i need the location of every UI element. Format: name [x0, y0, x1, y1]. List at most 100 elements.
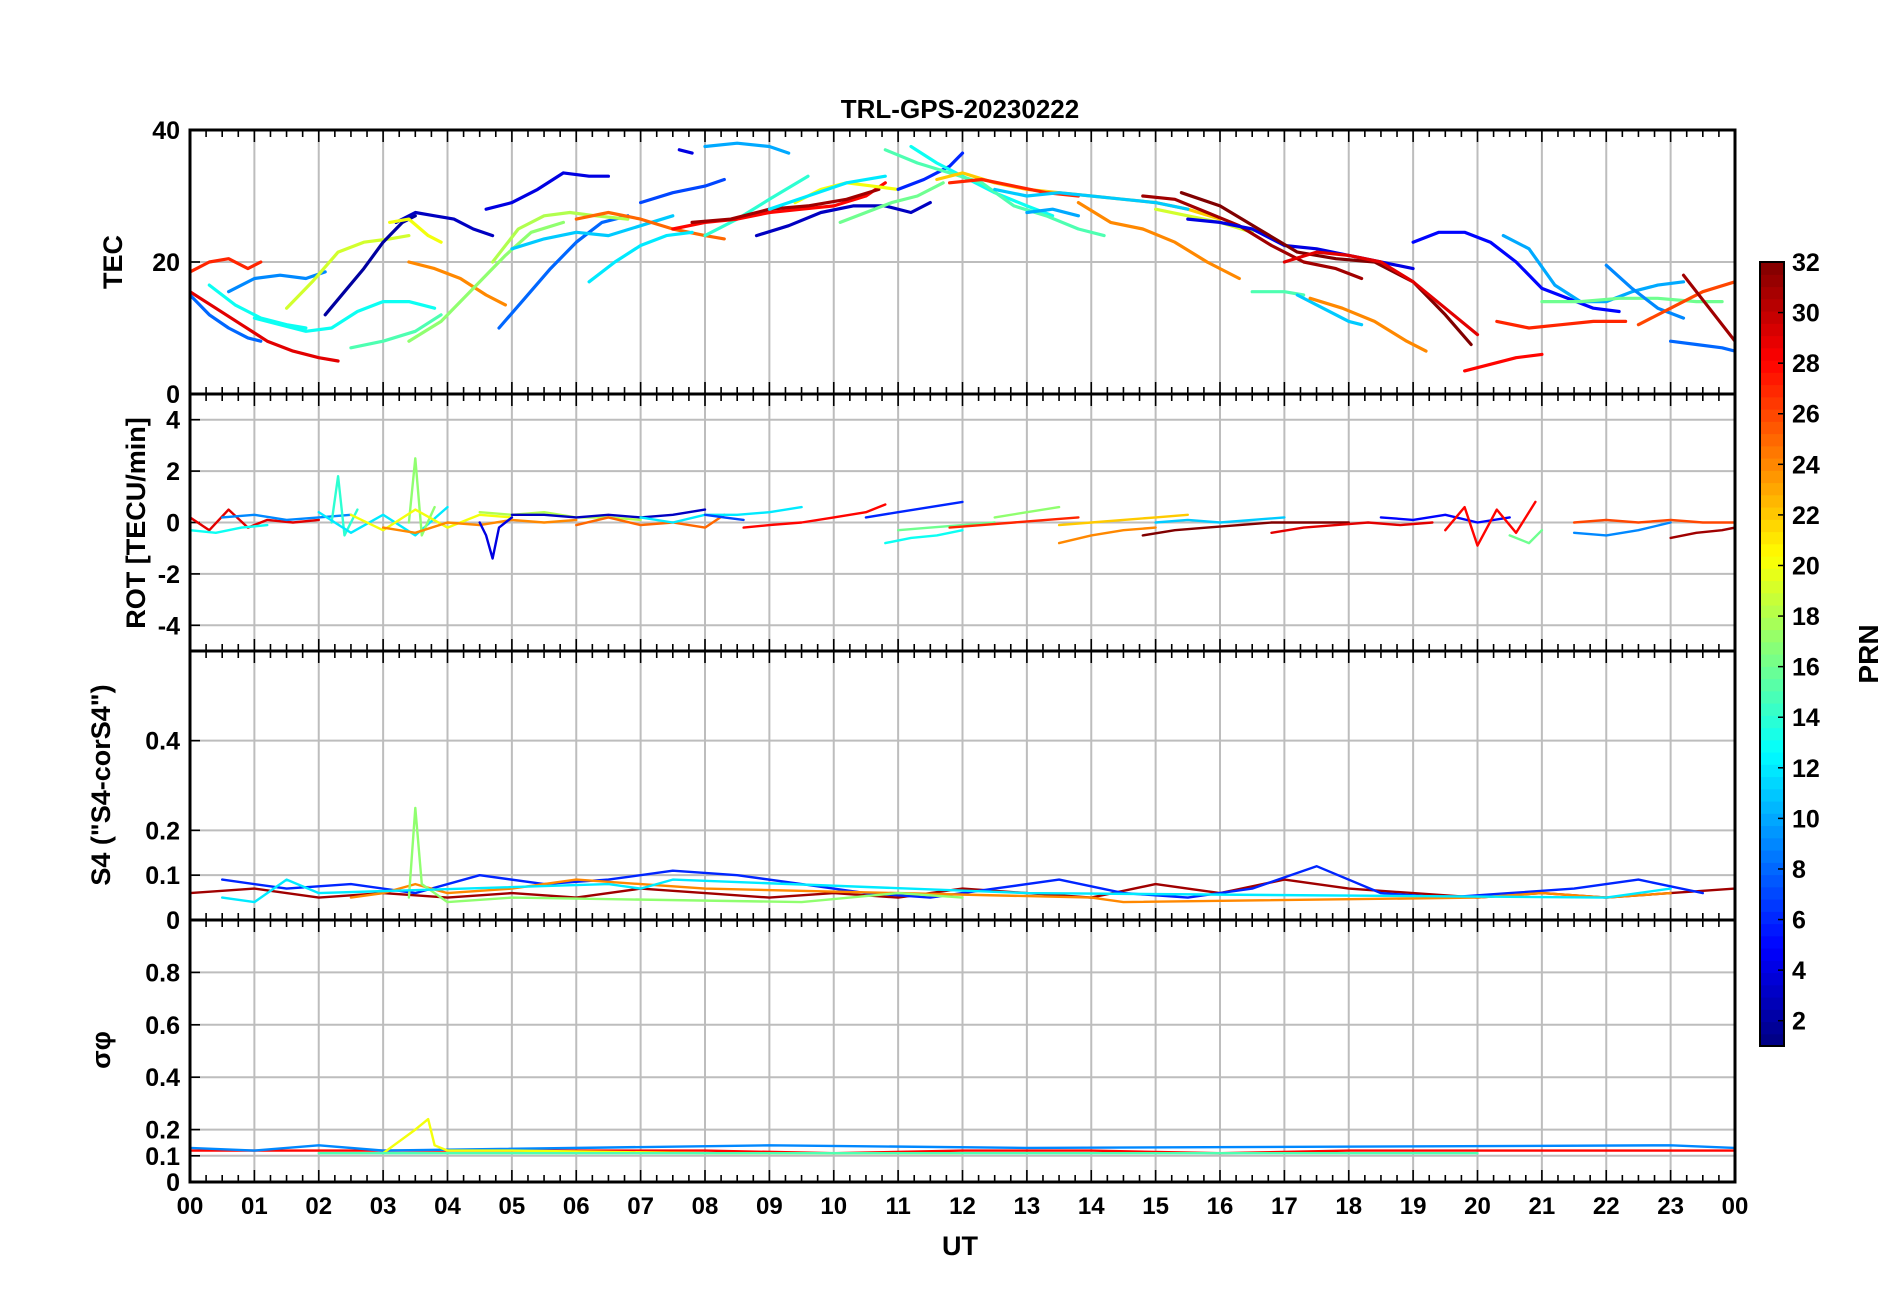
- colorbar-band: [1760, 948, 1784, 961]
- series-line-prn-12: [767, 174, 887, 211]
- x-tick-label: 16: [1207, 1193, 1234, 1220]
- colorbar-band: [1760, 421, 1784, 435]
- colorbar-tick-label: 12: [1792, 755, 1820, 783]
- y-tick-label: 20: [152, 249, 180, 277]
- x-tick-label: 02: [305, 1193, 332, 1220]
- colorbar-band: [1760, 531, 1784, 545]
- colorbar-band: [1760, 519, 1784, 533]
- colorbar-band: [1760, 997, 1784, 1010]
- colorbar-band: [1760, 972, 1784, 986]
- series-line-prn-31: [1141, 194, 1364, 281]
- y-tick-label: 0: [166, 510, 180, 538]
- x-tick-label: 21: [1529, 1193, 1556, 1220]
- series-line-prn-32: [1179, 191, 1473, 347]
- colorbar-tick-label: 22: [1792, 502, 1820, 530]
- series-line-prn-20: [349, 508, 514, 532]
- colorbar-band: [1760, 274, 1784, 288]
- colorbar-band: [1760, 752, 1784, 765]
- series-line-prn-8: [497, 214, 630, 330]
- x-tick-label: 10: [820, 1193, 847, 1220]
- colorbar-band: [1760, 347, 1784, 361]
- chart-title: TRL-GPS-20230222: [841, 94, 1079, 124]
- colorbar-band: [1760, 764, 1784, 778]
- x-tick-label: 05: [499, 1193, 526, 1220]
- axes-frame: [188, 918, 1737, 1184]
- y-tick-label: 0.8: [145, 959, 180, 987]
- colorbar-band: [1760, 727, 1784, 741]
- colorbar-band: [1760, 396, 1784, 410]
- series-line-prn-15: [349, 313, 443, 350]
- x-tick-label: 19: [1400, 1193, 1427, 1220]
- series-line-prn-24: [1308, 296, 1428, 353]
- series-line-prn-15: [883, 148, 1106, 238]
- colorbar-tick-label: 2: [1792, 1008, 1806, 1036]
- colorbar-tick-label: 24: [1792, 451, 1820, 479]
- x-tick-label: 01: [241, 1193, 268, 1220]
- x-tick-label: 12: [949, 1193, 976, 1220]
- panel-rot: -4 -2 0 2 4 ROT [TECU/min]: [121, 392, 1737, 653]
- colorbar-band: [1760, 899, 1784, 912]
- x-tick-label: 15: [1142, 1193, 1169, 1220]
- y-tick-label: 0.2: [145, 1117, 180, 1145]
- series-line-prn-31: [1681, 273, 1735, 343]
- x-tick-label: 11: [885, 1193, 910, 1220]
- x-tick-label: 00: [1722, 1193, 1749, 1220]
- x-axis-label: UT: [942, 1231, 978, 1261]
- series-line-prn-9: [1604, 263, 1686, 320]
- y-tick-label: 0.4: [145, 728, 180, 756]
- colorbar-band: [1760, 298, 1784, 312]
- series-line-prn-11: [993, 187, 1190, 211]
- y-tick-label: -2: [158, 561, 180, 589]
- series-group: [190, 141, 1735, 373]
- colorbar-band: [1760, 837, 1784, 851]
- series-line-prn-5: [1379, 513, 1511, 524]
- colorbar-band: [1760, 360, 1784, 373]
- series-line-prn-31: [690, 187, 881, 224]
- series-line-prn-24: [1057, 526, 1157, 545]
- series-line-prn-19: [1153, 207, 1254, 234]
- colorbar-tick-label: 14: [1792, 704, 1820, 732]
- colorbar-band: [1760, 739, 1784, 753]
- x-tick-label: 13: [1014, 1193, 1041, 1220]
- series-line-prn-28: [1444, 500, 1537, 547]
- colorbar-band: [1760, 801, 1784, 814]
- colorbar-band: [1760, 690, 1784, 704]
- series-line-prn-27: [1495, 319, 1628, 330]
- series-line-prn-3: [394, 210, 495, 238]
- series-line-prn-22: [1057, 513, 1190, 527]
- series-line-prn-6: [864, 500, 964, 519]
- colorbar-band: [1760, 262, 1784, 275]
- colorbar-band: [1760, 409, 1784, 422]
- x-tick-label: 14: [1078, 1193, 1105, 1220]
- colorbar-band: [1760, 678, 1784, 692]
- colorbar-tick-label: 26: [1792, 401, 1820, 429]
- series-line-prn-9: [1572, 521, 1672, 537]
- colorbar-tick-label: 30: [1792, 300, 1820, 328]
- series-line-prn-16: [838, 181, 945, 224]
- series-line-prn-13: [252, 300, 437, 333]
- colorbar-band: [1760, 911, 1784, 925]
- colorbar-band: [1760, 960, 1784, 974]
- series-line-prn-16: [1508, 529, 1544, 545]
- colorbar-tick-label: 10: [1792, 805, 1820, 833]
- series-line-prn-13: [884, 529, 964, 545]
- colorbar-band: [1760, 445, 1784, 459]
- y-tick-label: 40: [152, 117, 180, 145]
- series-line-prn-18: [491, 210, 630, 264]
- colorbar-tick-label: 28: [1792, 350, 1820, 378]
- x-tick-label: 04: [434, 1193, 461, 1220]
- colorbar-band: [1760, 923, 1784, 937]
- series-line-prn-10: [1025, 207, 1081, 218]
- series-line-prn-27: [948, 516, 1080, 529]
- series-line-prn-11: [510, 214, 675, 251]
- series-line-prn-32: [1141, 521, 1351, 537]
- series-line-prn-7: [638, 177, 726, 205]
- colorbar-band: [1760, 335, 1784, 349]
- y-tick-label: 0: [166, 1169, 180, 1197]
- colorbar-band: [1760, 568, 1784, 582]
- series-line-prn-16: [1540, 296, 1724, 304]
- series-line-prn-14: [330, 475, 359, 537]
- colorbar-band: [1760, 788, 1784, 802]
- colorbar-band: [1760, 654, 1784, 667]
